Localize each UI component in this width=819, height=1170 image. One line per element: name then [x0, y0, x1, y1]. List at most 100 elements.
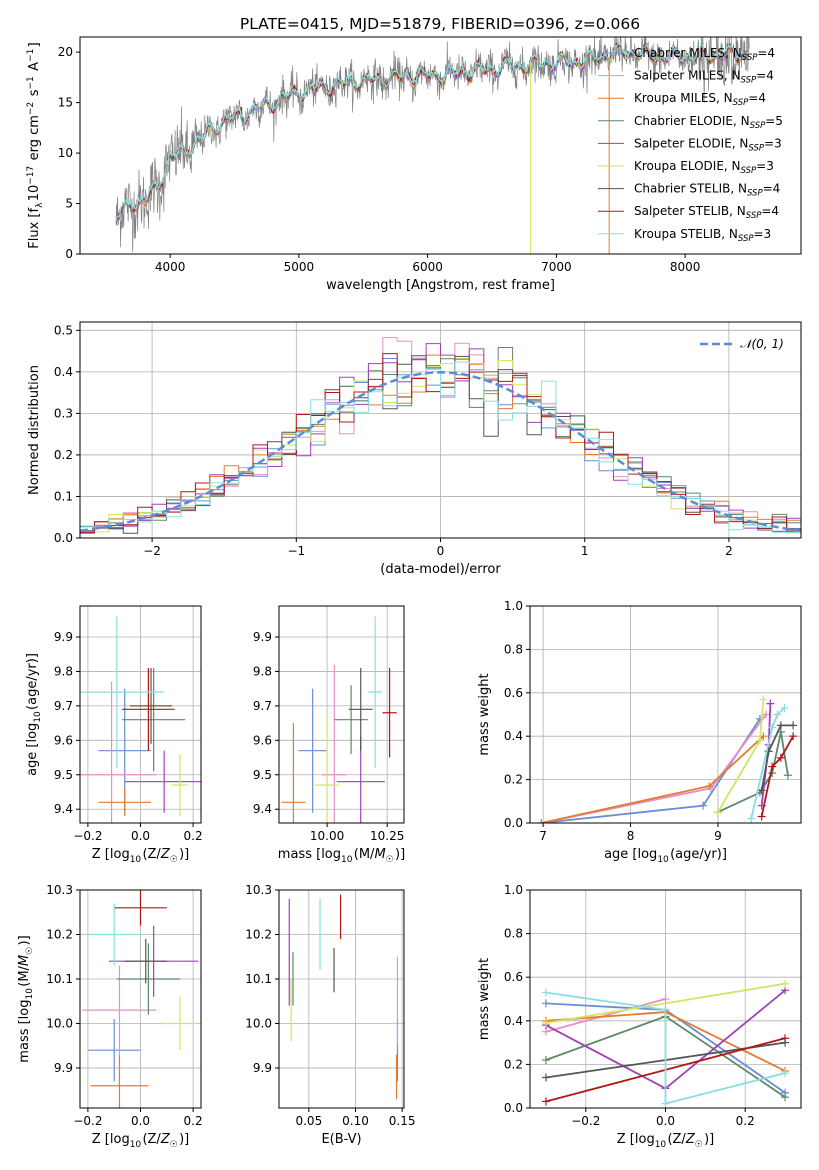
legend-label: Salpeter ELODIE, NSSP=3 — [634, 136, 782, 153]
y-tick-label: 9.8 — [253, 664, 272, 678]
label-part: (M/ — [354, 847, 375, 862]
y-tick-label: 0.6 — [504, 970, 523, 984]
plot-area-mass-vs-metallicity — [82, 890, 199, 1108]
axes-frame — [529, 605, 802, 824]
legend-label: Kroupa MILES, NSSP=4 — [634, 91, 766, 108]
legend-subscript: SSP — [733, 98, 749, 108]
legend-tail: =4 — [761, 204, 779, 218]
mass-weight-marker — [776, 753, 785, 762]
label-part: 10 — [341, 855, 353, 865]
model-spectrum-line — [115, 43, 749, 220]
y-tick-label: 0.6 — [504, 686, 523, 700]
label-part: Normed distribution — [27, 365, 42, 495]
y-axis-label: mass [log10 (M/M☉ )] — [17, 935, 35, 1062]
mass-weight-line — [545, 998, 666, 1033]
mass-weight-line — [717, 731, 789, 813]
x-tick-label: 2 — [725, 544, 733, 558]
y-tick-label: 15 — [58, 96, 73, 110]
label-part: (age/yr)] — [670, 847, 727, 862]
x-axis-label: Z [log10 (Z/Z☉ )] — [617, 1132, 715, 1150]
mass-weight-marker — [541, 1073, 550, 1082]
legend-subscript: SSP — [738, 234, 754, 244]
mass-weight-marker — [755, 736, 764, 745]
error-bar-point — [382, 668, 397, 758]
axes-mass-weight-vs-age: 7 8 9 0.0 0.2 0.4 0.6 0.8 1.0 age [log10 (age/yr)… — [477, 599, 802, 865]
axes-residuals: −2 −1 0 1 2 0.0 0.1 0.2 0.3 0.4 0.5 (data-model)/er… — [27, 321, 802, 577]
x-tick-label: 0.05 — [295, 1114, 322, 1128]
mass-weight-marker — [789, 721, 798, 730]
label-part: mass weight — [477, 673, 492, 755]
y-tick-label: 9.5 — [54, 768, 73, 782]
mass-weight-marker — [776, 721, 785, 730]
y-tick-label: 10.2 — [245, 927, 272, 941]
label-part: −2 — [26, 102, 36, 115]
label-part: )] — [179, 847, 189, 862]
label-part: −17 — [26, 166, 36, 185]
mass-weight-marker — [541, 999, 550, 1008]
label-part: (age/yr)] — [25, 653, 40, 710]
error-bar-point — [164, 996, 196, 1051]
y-tick-label: 9.9 — [253, 1061, 272, 1075]
mass-weight-marker — [541, 1056, 550, 1065]
mass-weight-marker — [768, 723, 777, 732]
x-tick-label: 0.15 — [389, 1114, 416, 1128]
legend-tail: =4 — [756, 69, 774, 83]
label-part: ☉ — [170, 1140, 178, 1150]
label-part: −1 — [26, 49, 36, 62]
x-tick-label: 0.2 — [736, 1114, 755, 1128]
y-tick-label: 5 — [65, 197, 73, 211]
legend-subscript: SSP — [748, 143, 764, 153]
legend-tail: =4 — [763, 182, 781, 196]
mass-weight-marker — [713, 808, 722, 817]
error-bar-point — [322, 664, 347, 823]
x-tick-label: 5000 — [284, 260, 315, 274]
legend-label: 𝒩(0, 1) — [740, 337, 784, 351]
label-part: age [ — [604, 847, 637, 862]
x-tick-label: 7000 — [541, 260, 572, 274]
label-part: age [ — [25, 743, 40, 776]
axes-age-vs-metallicity: −0.2 0.0 0.29.49.59.69.79.89.9Z [log10 (Z/… — [25, 605, 203, 865]
mass-weight-marker — [768, 762, 777, 771]
label-part: wavelength [Angstrom, rest frame] — [326, 278, 555, 293]
mass-weight-marker — [781, 1093, 790, 1102]
legend-subscript: SSP — [742, 53, 758, 63]
label-part: (Z/ — [142, 847, 161, 862]
y-axis-label: mass weight — [477, 958, 492, 1040]
error-bar-point — [124, 938, 167, 984]
error-bar-point — [298, 688, 328, 813]
error-bar-point — [87, 1019, 141, 1082]
error-bar-point — [172, 754, 188, 817]
x-axis-label: (data-model)/error — [380, 562, 501, 577]
legend-label: Chabrier ELODIE, NSSP=5 — [634, 114, 783, 131]
mass-weight-marker — [783, 771, 792, 780]
mass-weight-marker — [541, 1018, 550, 1027]
x-axis-label: Z [log10 (Z/Z☉ )] — [92, 1132, 190, 1150]
label-part: Z [ — [92, 847, 110, 862]
y-axis-label: age [log10 (age/yr)] — [25, 653, 43, 776]
error-bar-point — [124, 750, 201, 813]
legend-text: Kroupa ELODIE, N — [634, 159, 741, 173]
legend-label: Salpeter MILES, NSSP=4 — [634, 69, 774, 86]
label-part: log — [635, 1132, 655, 1147]
label-part: log — [110, 847, 130, 862]
y-axis-label: Flux [fλ 10−17 erg cm−2 s−1 A−1 ] — [26, 42, 45, 248]
figure-title: PLATE=0415, MJD=51879, FIBERID=0396, z=0… — [240, 15, 640, 33]
x-tick-label: 0.0 — [131, 1114, 150, 1128]
y-tick-label: 1.0 — [504, 599, 523, 613]
y-tick-label: 0.4 — [54, 365, 73, 379]
mass-weight-line — [760, 735, 794, 817]
label-part: Flux [f — [27, 208, 42, 249]
label-part: log — [17, 999, 32, 1019]
y-axis-label: mass weight — [477, 673, 492, 755]
label-part: s — [27, 89, 42, 100]
y-tick-label: 0.2 — [504, 1057, 523, 1071]
axes-mass-vs-extinction: 0.05 0.10 0.15 9.9 10.0 10.1 10.2 10.3 E(B-V) — [245, 883, 415, 1147]
y-tick-label: 0.0 — [504, 816, 523, 830]
label-part: (Z/ — [142, 1132, 161, 1147]
mass-weight-marker — [661, 1099, 670, 1108]
x-axis-label: wavelength [Angstrom, rest frame] — [326, 278, 555, 293]
legend-label: Salpeter STELIB, NSSP=4 — [634, 204, 779, 221]
label-part: 10 — [130, 855, 142, 865]
mass-weight-marker — [781, 1069, 790, 1078]
